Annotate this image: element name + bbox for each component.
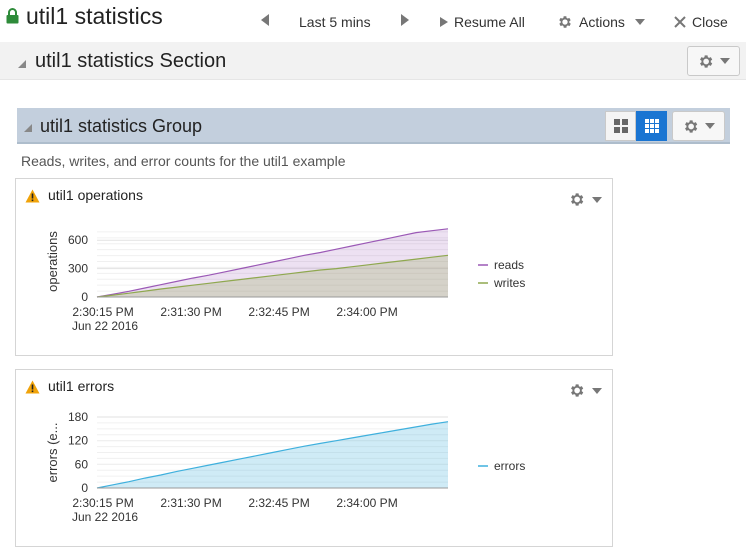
triangle-left-icon (261, 14, 269, 26)
warning-icon (25, 189, 40, 203)
area-errors (97, 421, 448, 488)
chevron-down-icon (720, 58, 730, 64)
y-tick-label: 0 (81, 290, 88, 304)
page-title: util1 statistics (26, 3, 163, 29)
gear-icon (571, 193, 584, 206)
x-tick-label: 2:30:15 PM (72, 305, 133, 319)
gear-icon (559, 16, 571, 28)
x-tick-label: 2:32:45 PM (248, 305, 309, 319)
gear-icon (700, 54, 713, 68)
legend-label-reads: reads (494, 258, 524, 272)
grid-view-large-button[interactable] (605, 111, 636, 141)
close-button[interactable]: Close (674, 14, 728, 30)
group-header: util1 statistics Group (17, 108, 730, 144)
y-tick-label: 120 (68, 434, 88, 448)
close-label: Close (692, 14, 728, 30)
actions-label: Actions (579, 14, 625, 30)
section-title: util1 statistics Section (35, 50, 227, 72)
lock-icon (6, 8, 19, 24)
y-tick-label: 180 (68, 410, 88, 424)
previous-button[interactable] (261, 14, 269, 26)
x-date-label: Jun 22 2016 (72, 319, 138, 333)
grid-small-icon (644, 119, 659, 133)
y-tick-label: 300 (68, 262, 88, 276)
y-tick-label: 600 (68, 233, 88, 247)
title-bar: util1 statistics Last 5 mins Resume All … (0, 0, 746, 42)
x-tick-label: 2:30:15 PM (72, 496, 133, 510)
line-errors (96, 421, 449, 489)
section-settings-button[interactable] (687, 46, 740, 76)
panel-settings-button[interactable] (568, 191, 602, 208)
line-writes (96, 254, 449, 298)
panel-title: util1 operations (48, 187, 143, 203)
next-button[interactable] (401, 14, 409, 26)
legend-label-writes: writes (493, 276, 525, 290)
section-header: util1 statistics Section (0, 42, 746, 80)
line-reads (96, 228, 449, 298)
panel-settings-button[interactable] (568, 382, 602, 399)
x-tick-label: 2:32:45 PM (248, 496, 309, 510)
time-range-label[interactable]: Last 5 mins (299, 14, 371, 30)
legend-label-errors: errors (494, 459, 525, 473)
y-axis-label: errors (e... (45, 423, 60, 483)
resume-all-button[interactable]: Resume All (440, 14, 525, 30)
grid-view-small-button[interactable] (636, 111, 667, 141)
actions-menu-button[interactable]: Actions (557, 14, 645, 30)
x-tick-label: 2:31:30 PM (160, 305, 221, 319)
resume-all-label: Resume All (454, 14, 525, 30)
play-icon (440, 17, 448, 27)
chart-panel-operations: util1 operations 600 300 0 operations 2:30:1… (15, 178, 613, 356)
x-tick-label: 2:34:00 PM (336, 496, 397, 510)
y-tick-label: 60 (75, 457, 89, 471)
y-tick-label: 0 (81, 481, 88, 495)
group-title: util1 statistics Group (40, 116, 203, 136)
y-axis-label: operations (45, 231, 60, 292)
triangle-right-icon (401, 14, 409, 26)
close-icon (674, 16, 686, 28)
chevron-down-icon (592, 196, 602, 203)
warning-icon (25, 380, 40, 394)
chevron-down-icon (705, 123, 715, 129)
gear-icon (685, 119, 698, 133)
operations-chart: 600 300 0 operations 2:30:15 PM 2:31:30 PM 2:3… (45, 228, 525, 333)
x-date-label: Jun 22 2016 (72, 510, 138, 524)
errors-chart: 180 120 60 0 errors (e... 2:30:15 PM 2:31:30 P… (45, 410, 525, 524)
collapse-icon[interactable] (24, 124, 32, 132)
collapse-icon[interactable] (18, 60, 26, 68)
group-description: Reads, writes, and error counts for the … (21, 153, 346, 169)
x-tick-label: 2:31:30 PM (160, 496, 221, 510)
chart-panel-errors: util1 errors 180 120 60 0 errors (e... 2:30:1… (15, 369, 613, 547)
group-settings-button[interactable] (672, 111, 725, 141)
grid-large-icon (613, 119, 628, 133)
chevron-down-icon (634, 19, 645, 25)
x-tick-label: 2:34:00 PM (336, 305, 397, 319)
panel-title: util1 errors (48, 378, 115, 394)
chevron-down-icon (592, 387, 602, 394)
gear-icon (571, 384, 584, 397)
